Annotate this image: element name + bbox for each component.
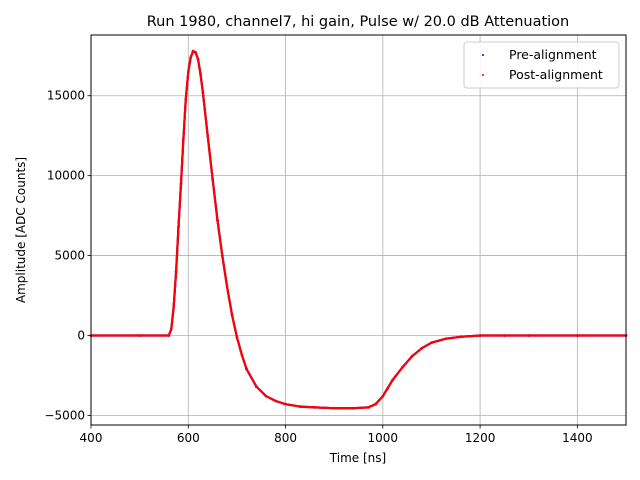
- data-point: [170, 327, 173, 331]
- plot-data: [89, 49, 628, 410]
- data-point: [374, 402, 377, 406]
- data-point: [240, 353, 244, 357]
- data-point: [184, 97, 188, 101]
- grid: [90, 35, 626, 425]
- data-point: [274, 399, 278, 403]
- x-tick-label: 600: [177, 431, 200, 445]
- x-axis-label: Time [ns]: [329, 451, 386, 465]
- data-point: [401, 366, 404, 369]
- data-point: [211, 177, 214, 181]
- data-point: [235, 335, 239, 339]
- plot-frame: [90, 34, 627, 426]
- y-tick-label: 15000: [47, 89, 85, 103]
- data-point: [167, 334, 171, 337]
- data-point: [430, 341, 433, 345]
- y-tick-label: 0: [77, 328, 85, 342]
- data-point: [206, 134, 209, 137]
- data-point: [172, 305, 175, 309]
- y-tick-label: −5000: [44, 408, 85, 422]
- data-point: [225, 286, 229, 289]
- data-point: [298, 405, 302, 408]
- data-point: [478, 334, 482, 337]
- data-point: [352, 406, 355, 410]
- data-point: [284, 402, 287, 406]
- data-point: [196, 57, 200, 61]
- series-post-alignment: [89, 49, 628, 410]
- legend-marker-pre-alignment: [482, 54, 484, 56]
- legend-marker-post-alignment: [482, 74, 484, 76]
- legend-label-pre-alignment: Pre-alignment: [509, 47, 597, 62]
- data-point: [216, 219, 219, 222]
- legend-label-post-alignment: Post-alignment: [509, 67, 603, 82]
- data-point: [174, 270, 178, 273]
- data-point: [182, 137, 185, 141]
- x-tick-label: 800: [274, 431, 297, 445]
- data-point: [191, 49, 195, 53]
- data-point: [179, 182, 183, 185]
- data-point: [576, 334, 579, 337]
- data-point: [386, 386, 390, 390]
- x-tick-label: 400: [80, 431, 103, 445]
- data-point: [391, 378, 394, 382]
- legend: Pre-alignment Post-alignment: [463, 41, 620, 89]
- data-point: [313, 406, 317, 409]
- ticks: 400 600 800 1000 1200 1400 −5000 0 5000 10000 1500…: [44, 89, 592, 445]
- legend-box: [463, 41, 620, 89]
- data-point: [444, 337, 448, 341]
- data-point: [264, 394, 268, 398]
- data-point: [366, 406, 370, 409]
- data-point: [527, 334, 530, 337]
- y-tick-label: 5000: [54, 249, 85, 263]
- x-tick-label: 1400: [562, 431, 593, 445]
- data-point: [177, 225, 180, 229]
- data-point: [201, 91, 205, 94]
- data-point: [381, 394, 385, 398]
- data-point: [199, 72, 202, 75]
- x-tick-label: 1000: [368, 431, 399, 445]
- data-point: [503, 334, 506, 337]
- x-tick-label: 1200: [465, 431, 496, 445]
- chart-title: Run 1980, channel7, hi gain, Pulse w/ 20…: [147, 14, 570, 30]
- data-point: [230, 313, 234, 317]
- y-axis-label: Amplitude [ADC Counts]: [14, 157, 28, 303]
- data-point: [221, 254, 224, 257]
- data-point: [410, 355, 414, 358]
- data-point: [187, 70, 190, 74]
- data-point: [245, 367, 248, 371]
- data-point: [194, 51, 197, 54]
- data-point: [332, 406, 336, 410]
- data-point: [138, 334, 141, 337]
- data-point: [189, 56, 192, 59]
- y-tick-label: 10000: [47, 169, 85, 183]
- data-point: [420, 347, 424, 350]
- data-point: [255, 385, 258, 388]
- data-point: [459, 335, 462, 339]
